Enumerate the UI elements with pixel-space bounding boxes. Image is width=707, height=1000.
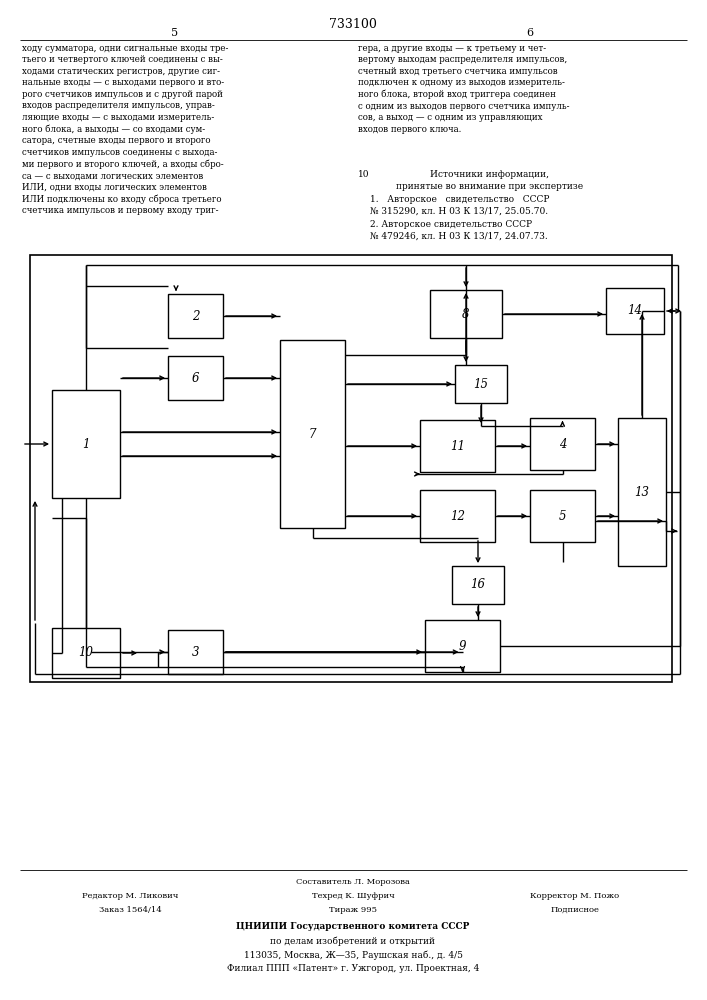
Text: Техред К. Шуфрич: Техред К. Шуфрич xyxy=(312,892,395,900)
Bar xyxy=(30,255,672,682)
Text: гера, а другие входы — к третьему и чет-
вертому выходам распределителя импульсо: гера, а другие входы — к третьему и чет-… xyxy=(358,44,570,134)
Bar xyxy=(168,356,223,400)
Text: ходу сумматора, одни сигнальные входы тре-
тьего и четвертого ключей соединены с: ходу сумматора, одни сигнальные входы тр… xyxy=(22,44,228,215)
Text: 2: 2 xyxy=(192,310,199,322)
Text: 13: 13 xyxy=(634,486,650,498)
Text: по делам изобретений и открытий: по делам изобретений и открытий xyxy=(271,936,436,946)
Text: 4: 4 xyxy=(559,438,566,450)
Bar xyxy=(420,490,495,542)
Text: Редактор М. Ликович: Редактор М. Ликович xyxy=(82,892,178,900)
Bar xyxy=(530,490,595,542)
Bar xyxy=(52,628,120,678)
Bar xyxy=(455,365,507,403)
Bar xyxy=(425,620,500,672)
Bar xyxy=(606,288,664,334)
Text: 16: 16 xyxy=(470,578,486,591)
Text: 10: 10 xyxy=(78,647,93,660)
Text: 10: 10 xyxy=(358,170,370,179)
Text: Источники информации,
принятые во внимание при экспертизе: Источники информации, принятые во вниман… xyxy=(397,170,583,191)
Text: 2. Авторское свидетельство СССР
№ 479246, кл. Н 03 К 13/17, 24.07.73.: 2. Авторское свидетельство СССР № 479246… xyxy=(370,220,548,241)
Text: 5: 5 xyxy=(171,28,179,38)
Text: 9: 9 xyxy=(459,640,466,652)
Text: Заказ 1564/14: Заказ 1564/14 xyxy=(98,906,161,914)
Text: Корректор М. Пожо: Корректор М. Пожо xyxy=(530,892,619,900)
Text: ЦНИИПИ Государственного комитета СССР: ЦНИИПИ Государственного комитета СССР xyxy=(236,922,469,931)
Text: Филиал ППП «Патент» г. Ужгород, ул. Проектная, 4: Филиал ППП «Патент» г. Ужгород, ул. Прое… xyxy=(227,964,479,973)
Bar xyxy=(452,566,504,604)
Text: 14: 14 xyxy=(628,304,643,318)
Bar xyxy=(530,418,595,470)
Text: 6: 6 xyxy=(192,371,199,384)
Text: 1: 1 xyxy=(82,438,90,450)
Text: Тираж 995: Тираж 995 xyxy=(329,906,377,914)
Bar xyxy=(618,418,666,566)
Text: 15: 15 xyxy=(474,377,489,390)
Bar xyxy=(280,340,345,528)
Bar xyxy=(430,290,502,338)
Text: 3: 3 xyxy=(192,646,199,658)
Bar xyxy=(168,630,223,674)
Text: 5: 5 xyxy=(559,510,566,522)
Text: 11: 11 xyxy=(450,440,465,452)
Text: 113035, Москва, Ж—35, Раушская наб., д. 4/5: 113035, Москва, Ж—35, Раушская наб., д. … xyxy=(243,950,462,960)
Text: Составитель Л. Морозова: Составитель Л. Морозова xyxy=(296,878,410,886)
Text: 6: 6 xyxy=(527,28,534,38)
Text: 1.   Авторское   свидетельство   СССР
№ 315290, кл. Н 03 К 13/17, 25.05.70.: 1. Авторское свидетельство СССР № 315290… xyxy=(370,195,549,216)
Text: Подписное: Подписное xyxy=(551,906,600,914)
Text: 7: 7 xyxy=(309,428,316,440)
Text: 12: 12 xyxy=(450,510,465,522)
Bar xyxy=(420,420,495,472)
Text: 8: 8 xyxy=(462,308,469,320)
Text: 733100: 733100 xyxy=(329,18,377,31)
Bar xyxy=(168,294,223,338)
Bar xyxy=(52,390,120,498)
